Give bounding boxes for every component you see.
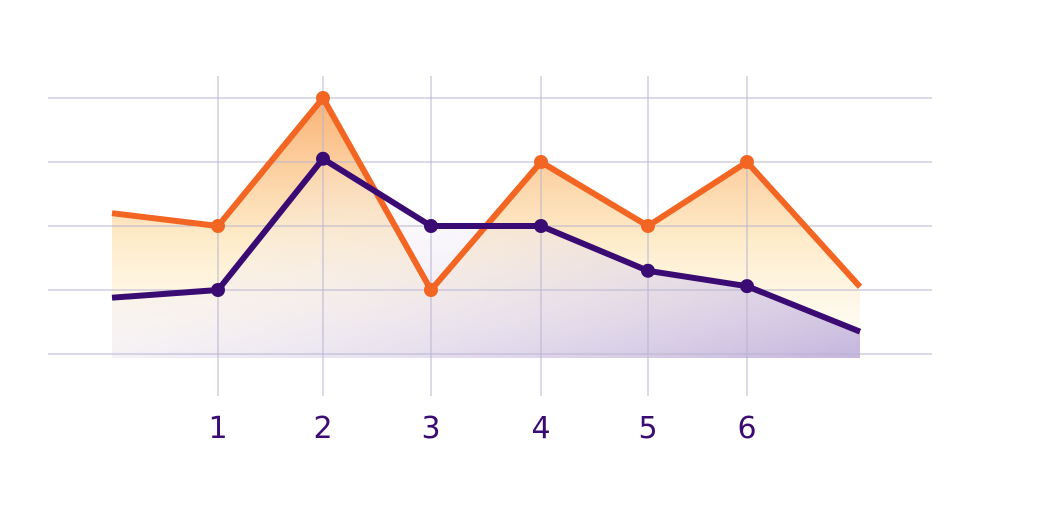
x-tick-label-2: 2: [313, 411, 332, 446]
series-1-line: [111, 155, 862, 335]
series-0-point-2: [316, 91, 330, 105]
series-0-point-6: [740, 155, 754, 169]
series-0-point-4: [534, 155, 548, 169]
series-1-point-6: [740, 279, 754, 294]
series-0-point-3: [424, 283, 438, 297]
series-0-point-5: [641, 219, 655, 233]
x-tick-label-3: 3: [421, 411, 440, 446]
data-markers: [211, 91, 754, 297]
x-tick-label-6: 6: [737, 411, 756, 446]
series-1-point-1: [211, 283, 225, 297]
series-1-point-3: [424, 219, 438, 233]
series-0-point-1: [211, 219, 225, 233]
x-axis-tick-labels: 1 2 3 4 5 6: [208, 411, 756, 446]
series-1-point-5: [641, 263, 655, 278]
series-1-point-2: [316, 151, 330, 166]
x-tick-label-5: 5: [638, 411, 657, 446]
purple-area-fill: [112, 158, 860, 358]
x-tick-label-4: 4: [531, 411, 550, 446]
series-1-point-4: [534, 219, 548, 233]
x-tick-label-1: 1: [208, 411, 227, 446]
series-lines: [111, 95, 863, 335]
